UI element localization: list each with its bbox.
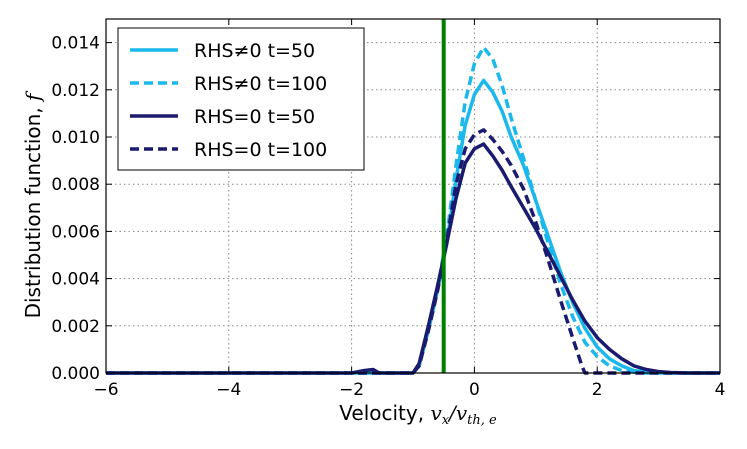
x-tick-label: 2 xyxy=(592,380,603,400)
x-axis-label: Velocity, vx/vth, e xyxy=(339,401,497,428)
legend: RHS≠0 t=50 RHS≠0 t=100 RHS=0 t=50 RHS=0 t=1… xyxy=(117,27,365,171)
y-tick-label: 0.008 xyxy=(51,175,100,195)
x-tick-label: −2 xyxy=(339,380,364,400)
y-tick-label: 0.012 xyxy=(51,81,100,101)
plot-border xyxy=(105,18,721,374)
legend-label-3: RHS=0 t=50 xyxy=(194,106,315,128)
y-axis-label: Distribution function, f xyxy=(21,90,45,318)
x-tick-label: −6 xyxy=(93,380,118,400)
ticks: −6 −4 −2 0 2 4 0.000 0.002 0.004 0.006 0.008 0.010 0… xyxy=(51,19,725,400)
legend-label-4: RHS=0 t=100 xyxy=(194,139,327,161)
series-line-3 xyxy=(106,142,720,375)
x-tick-label: 4 xyxy=(715,380,726,400)
x-tick-label: 0 xyxy=(469,380,480,400)
y-tick-label: 0.006 xyxy=(51,222,100,242)
y-tick-label: 0.010 xyxy=(51,128,100,148)
plot-frame xyxy=(105,18,721,374)
x-tick-label: −4 xyxy=(216,380,241,400)
y-tick-label: 0.014 xyxy=(51,34,100,54)
legend-label-2: RHS≠0 t=100 xyxy=(194,73,327,95)
y-tick-label: 0.002 xyxy=(51,317,100,337)
y-tick-label: 0.000 xyxy=(51,364,100,384)
y-tick-label: 0.004 xyxy=(51,270,100,290)
legend-label-1: RHS≠0 t=50 xyxy=(194,40,315,62)
